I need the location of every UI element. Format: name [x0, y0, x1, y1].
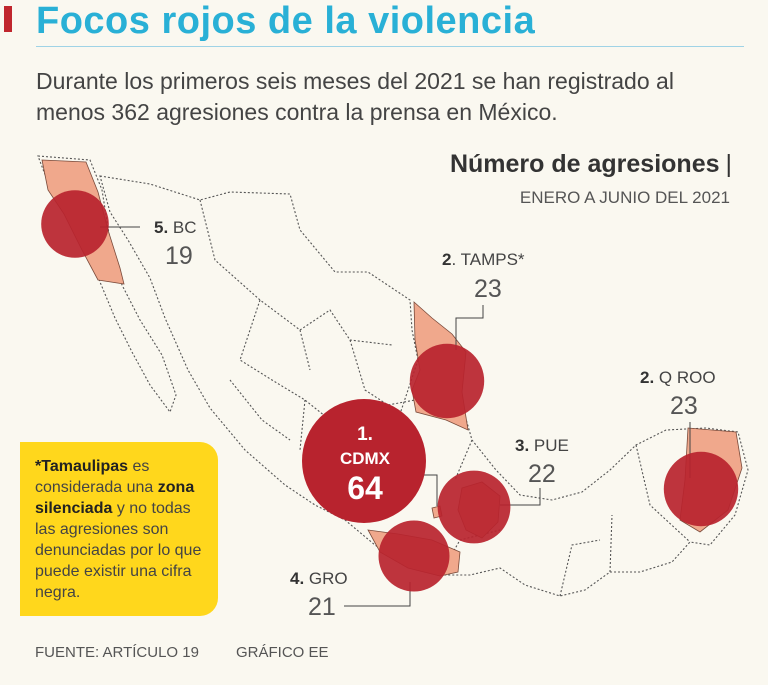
- state-pue: PUE: [529, 436, 569, 455]
- title-accent-bar: [4, 6, 12, 32]
- state-qroo: Q ROO: [654, 368, 716, 387]
- label-bc: 5. BC: [154, 218, 197, 238]
- footer-credit: GRÁFICO EE: [236, 644, 329, 661]
- bubble-cdmx: [302, 399, 426, 523]
- page-subtitle: Durante los primeros seis meses del 2021…: [36, 68, 674, 125]
- note-text: *Tamaulipas es considerada una zona sile…: [35, 456, 215, 603]
- bubble-tamps: [409, 343, 485, 419]
- value-bc: 19: [165, 242, 193, 270]
- note-highlight-1: *Tamaulipas: [35, 458, 129, 475]
- bubble-pue: [437, 470, 511, 544]
- rank-gro: 4.: [290, 569, 305, 588]
- value-pue: 22: [528, 460, 556, 488]
- chart-subtitle: ENERO A JUNIO DEL 2021: [519, 188, 730, 207]
- rank-tamps: 2: [442, 250, 452, 269]
- state-cdmx: CDMX: [339, 449, 391, 468]
- chart-title-text: Número de agresiones: [449, 150, 720, 178]
- note-box: [20, 442, 218, 616]
- label-gro: 4. GRO: [290, 569, 348, 589]
- chart-title: Número de agresiones |: [450, 150, 732, 179]
- rank-cdmx: 1.: [357, 424, 373, 445]
- bubble-gro: [378, 520, 450, 592]
- value-tamps: 23: [474, 275, 502, 303]
- state-gro: GRO: [304, 569, 348, 588]
- label-qroo: 2. Q ROO: [640, 368, 716, 388]
- note-highlight-2: zona silenciada: [35, 479, 195, 517]
- state-tamps: . TAMPS*: [451, 250, 525, 269]
- note-text-2: y no todas las agresiones son denunciada…: [35, 500, 202, 601]
- state-bc: BC: [168, 218, 197, 237]
- page-title: Focos rojos de la violencia: [36, 0, 536, 42]
- leader-line-pue: [500, 488, 541, 506]
- rank-qroo: 2.: [640, 368, 655, 387]
- rank-bc: 5.: [154, 218, 169, 237]
- bubble-qroo: [663, 451, 739, 527]
- chart-title-separator: |: [725, 150, 733, 178]
- bubble-bc: [41, 190, 109, 258]
- value-cdmx: 64: [347, 470, 383, 506]
- note-text-1: es considerada una: [35, 458, 158, 496]
- map-yucatan-border: [635, 444, 691, 543]
- footer-source: FUENTE: ARTÍCULO 19: [35, 644, 199, 661]
- value-gro: 21: [308, 593, 336, 621]
- rank-pue: 3.: [515, 436, 530, 455]
- label-tamps: 2. TAMPS*: [442, 250, 525, 270]
- title-divider: [36, 46, 744, 47]
- bubble-layer: [41, 190, 739, 592]
- leader-line-tamps: [455, 305, 484, 350]
- map-mainland: [99, 175, 749, 597]
- label-pue: 3. PUE: [515, 436, 569, 456]
- value-qroo: 23: [670, 392, 698, 420]
